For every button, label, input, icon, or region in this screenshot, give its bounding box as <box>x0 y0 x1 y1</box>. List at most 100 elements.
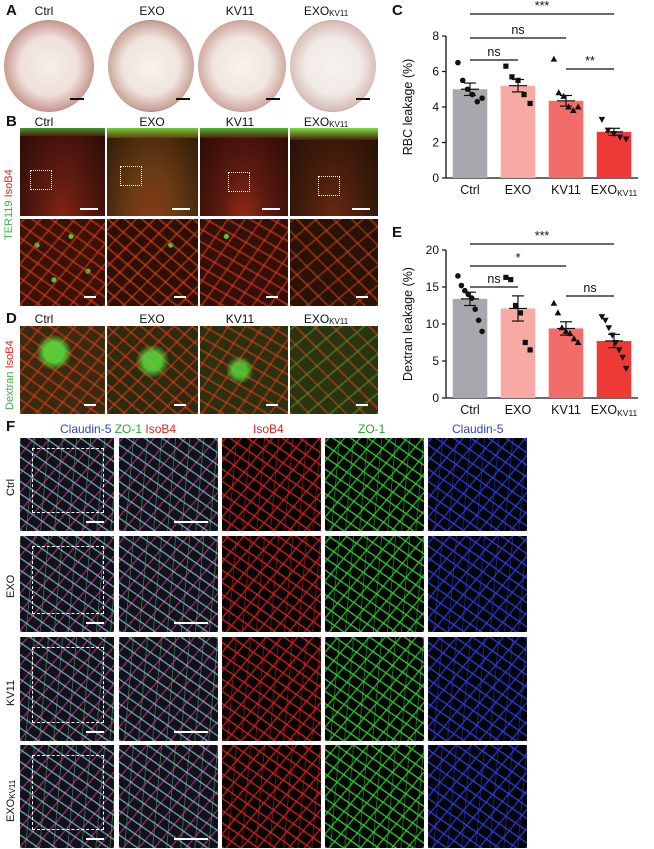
data-point <box>604 127 612 134</box>
f-ctrl-merge2-image <box>119 438 218 531</box>
b-zoom-box-ctrl <box>30 170 52 190</box>
d-exo-image <box>107 326 198 414</box>
f-exokv11-merge-image <box>20 745 114 848</box>
f-row-label-ctrl: Ctrl <box>5 478 17 496</box>
data-point <box>608 332 616 339</box>
row-label-d-dextran-isob4: Dextran IsoB4 <box>4 340 16 410</box>
b-highmag-kv11-image <box>200 219 288 306</box>
y-tick-label: 15 <box>426 280 440 294</box>
y-tick-label: 10 <box>426 317 440 331</box>
data-point <box>515 77 521 83</box>
col-label-a-exokv11: EXOKV11 <box>303 4 349 18</box>
f-kv11-green-image <box>325 637 424 741</box>
significance-label: ns <box>487 272 500 286</box>
data-point <box>562 327 570 334</box>
data-point <box>462 287 468 294</box>
data-point <box>469 91 476 98</box>
f-exokv11-red-image <box>222 745 321 848</box>
data-point <box>574 103 582 110</box>
panel-letter-e: E <box>392 224 403 241</box>
col-label-d-exokv11: EXOKV11 <box>303 312 349 326</box>
data-point <box>612 340 620 346</box>
f-zoom-box <box>32 448 104 513</box>
f-exo-merge-image <box>20 536 114 632</box>
data-point <box>465 291 472 298</box>
scale-bar-b2-exokv11 <box>356 296 368 298</box>
x-tick-label: EXO <box>505 403 532 417</box>
bar-1 <box>500 308 536 398</box>
scale-bar-d-exokv11 <box>356 404 368 406</box>
y-tick-label: 8 <box>432 29 439 43</box>
significance-label: *** <box>535 229 550 243</box>
f-exo-blue-image <box>428 536 527 632</box>
col-label-d-kv11: KV11 <box>225 312 255 326</box>
data-point <box>472 306 478 312</box>
data-point <box>566 330 574 337</box>
panel-letter-f: F <box>6 418 16 435</box>
row-label-b-isob4-ter119: TER119 IsoB4 <box>3 169 15 240</box>
data-point <box>527 347 533 353</box>
f-zoom-box <box>32 755 104 830</box>
scale-bar-a-ctrl <box>70 98 84 100</box>
b-highmag-exo-image <box>107 219 198 306</box>
f-row-label-exo: EXO <box>5 574 17 598</box>
col-label-a-ctrl: Ctrl <box>34 4 54 18</box>
f-scale-bar <box>86 622 104 624</box>
f-kv11-merge2-image <box>119 637 218 741</box>
f-scale-bar <box>86 838 104 840</box>
data-point <box>615 347 623 354</box>
scale-bar-d-kv11 <box>266 404 278 406</box>
scale-bar-b2-exo <box>174 296 186 298</box>
f-row-label-kv11: KV11 <box>5 679 17 706</box>
scale-bar-a-exo <box>176 98 190 100</box>
data-point <box>464 86 471 93</box>
data-point <box>459 77 466 84</box>
data-point <box>550 299 558 306</box>
scale-bar-b1-kv11 <box>262 208 280 210</box>
data-point <box>522 339 528 346</box>
data-point <box>622 365 630 372</box>
data-point <box>598 314 606 321</box>
significance-label: *** <box>535 0 550 13</box>
retina-exokv11-image <box>290 20 376 112</box>
f-exo-red-image <box>222 536 321 632</box>
b-highmag-ctrl-image <box>20 219 105 306</box>
f-exokv11-merge2-image <box>119 745 218 848</box>
y-tick-label: 6 <box>432 65 439 79</box>
x-tick-label: EXOKV11 <box>591 183 638 198</box>
retina-ctrl-image <box>4 20 94 112</box>
x-tick-label: KV11 <box>551 183 581 197</box>
data-point <box>455 59 461 66</box>
f-exo-merge2-image <box>119 536 218 632</box>
significance-label: ns <box>511 23 524 37</box>
significance-label: ns <box>583 281 596 295</box>
significance-label: ns <box>487 45 500 59</box>
bar-0 <box>452 89 488 178</box>
col-label-a-kv11: KV11 <box>225 4 255 18</box>
data-point <box>479 95 485 101</box>
data-point <box>616 134 624 141</box>
f-scale-bar <box>86 731 104 733</box>
y-axis-label: RBC leakage (%) <box>401 59 415 156</box>
b-zoom-box-exo <box>120 166 142 186</box>
data-point <box>475 317 482 324</box>
bar-1 <box>500 85 536 178</box>
col-label-d-exo: EXO <box>139 312 165 326</box>
data-point <box>550 55 558 62</box>
col-label-b-exokv11: EXOKV11 <box>303 115 349 129</box>
data-point <box>503 63 509 69</box>
f-zoom-box <box>32 546 104 614</box>
data-point <box>555 89 563 96</box>
panel-letter-d: D <box>6 310 17 327</box>
data-point <box>569 107 577 114</box>
retina-exo-image <box>108 20 194 112</box>
x-tick-label: Ctrl <box>460 183 479 197</box>
f-exokv11-blue-image <box>428 745 527 848</box>
bar-0 <box>452 298 488 398</box>
data-point <box>503 274 509 280</box>
f-exo-green-image <box>325 536 424 632</box>
f-scale-bar <box>174 731 208 733</box>
f-scale-bar <box>174 622 208 624</box>
f-scale-bar <box>174 838 208 840</box>
